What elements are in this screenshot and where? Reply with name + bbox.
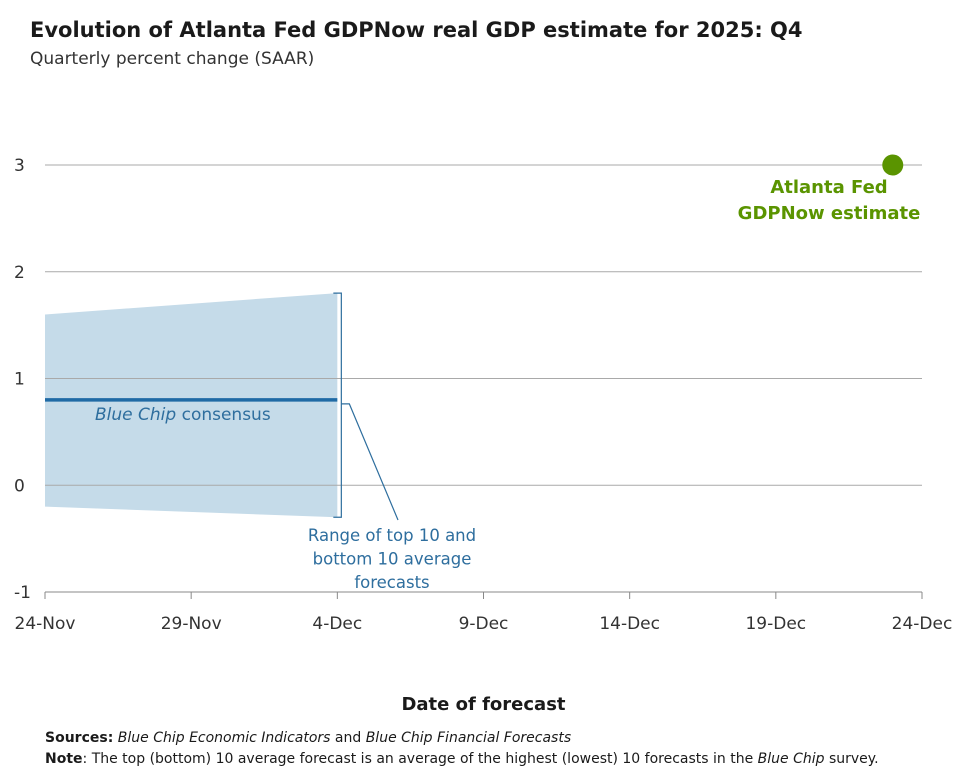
x-axis-title: Date of forecast (401, 694, 565, 715)
note-italic: Blue Chip (757, 751, 825, 767)
range-leader-line (341, 403, 399, 521)
consensus-label: Blue Chip consensus (95, 405, 271, 425)
sources-title-2: Blue Chip Financial Forecasts (365, 730, 572, 746)
forecast-range-band (45, 293, 338, 518)
gdpnow-label-line: Atlanta Fed (770, 177, 887, 198)
note-text: : The top (bottom) 10 average forecast i… (82, 751, 758, 767)
x-tick-label: 9-Dec (459, 614, 509, 634)
range-label-line: bottom 10 average (313, 550, 472, 569)
gdpnow-point (882, 154, 904, 176)
chart-subtitle: Quarterly percent change (SAAR) (30, 49, 315, 69)
sources-footnote: Sources: Blue Chip Economic Indicators a… (45, 730, 571, 746)
consensus-label-italic: Blue Chip (95, 405, 176, 425)
range-bracket (333, 292, 342, 518)
sources-and: and (330, 730, 366, 746)
y-tick-label: -1 (14, 583, 31, 603)
chart-title: Evolution of Atlanta Fed GDPNow real GDP… (30, 18, 803, 42)
y-tick-label: 2 (14, 263, 25, 283)
x-tick-label: 29-Nov (161, 614, 222, 634)
range-label-line: forecasts (354, 573, 429, 592)
y-tick-label: 3 (14, 156, 25, 176)
note-end: survey. (824, 751, 879, 767)
y-tick-label: 0 (14, 476, 25, 496)
y-tick-label: 1 (14, 370, 25, 390)
chart-area: -1 0 1 2 3 24-Nov 29-Nov 4-Dec 9-Dec 14-Dec 19-Dec… (14, 154, 953, 715)
note-label: Note (45, 751, 83, 767)
x-tick-label: 19-Dec (745, 614, 806, 634)
x-tick-label: 24-Nov (15, 614, 76, 634)
sources-label: Sources: (45, 730, 114, 746)
note-footnote: Note: The top (bottom) 10 average foreca… (45, 751, 879, 767)
consensus-label-rest: consensus (176, 405, 271, 425)
sources-title-1: Blue Chip Economic Indicators (117, 730, 331, 746)
x-tick-label: 4-Dec (312, 614, 362, 634)
x-tick-label: 24-Dec (892, 614, 953, 634)
range-label-line: Range of top 10 and (308, 526, 476, 545)
gdpnow-label-line: GDPNow estimate (738, 203, 921, 224)
x-tick-label: 14-Dec (599, 614, 660, 634)
